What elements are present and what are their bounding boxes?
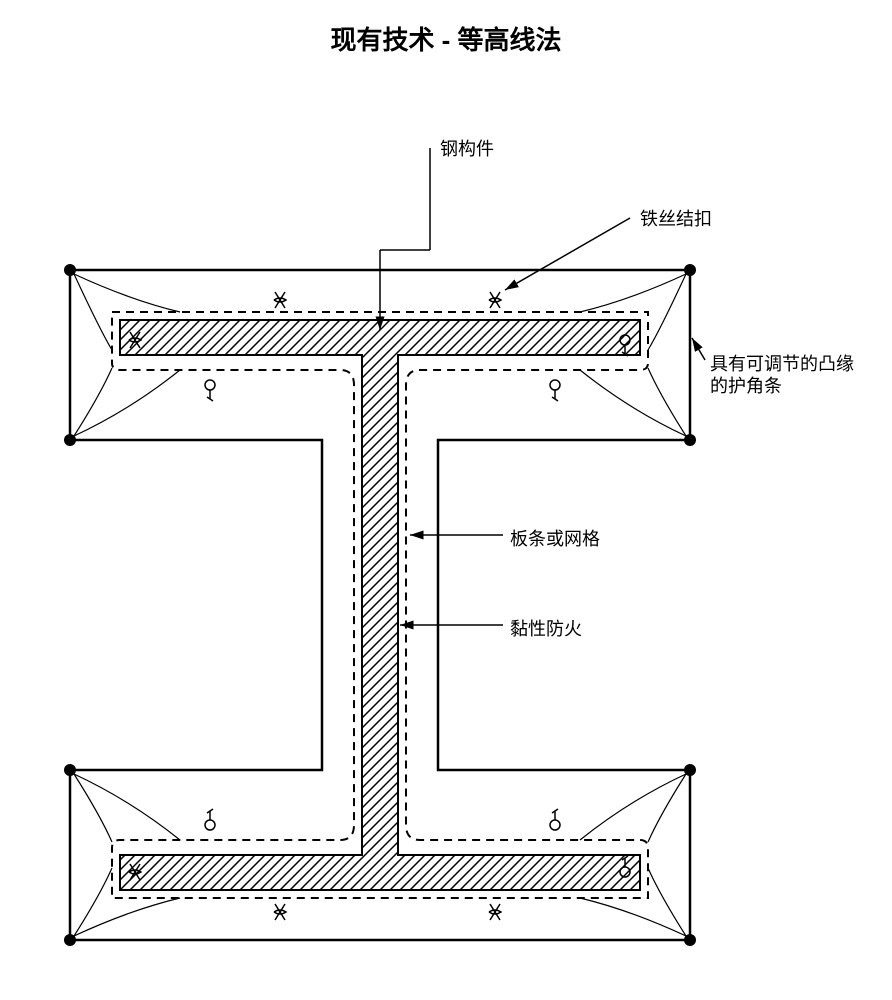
steel-ibeam bbox=[120, 320, 640, 890]
diagram-svg bbox=[0, 0, 892, 1000]
leader-lines bbox=[380, 148, 705, 625]
